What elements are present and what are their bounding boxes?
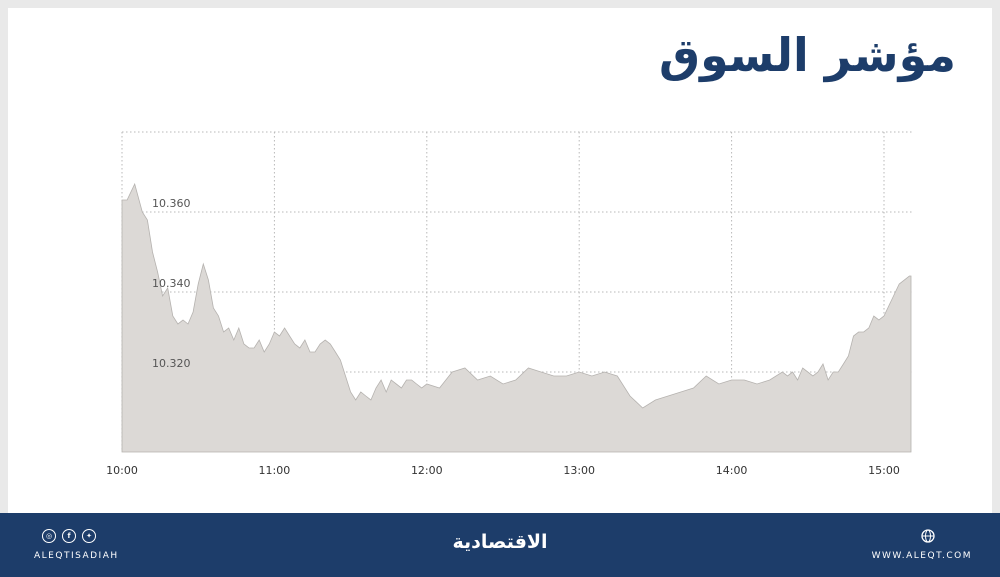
x-tick-label-3: 13:00 xyxy=(563,464,595,477)
y-tick-labels: 10.360 10.340 10.320 xyxy=(152,197,191,370)
x-tick-label-5: 15:00 xyxy=(868,464,900,477)
y-tick-label-0: 10.360 xyxy=(152,197,191,210)
footer-bar: ◎ f ✦ ALEQTISADIAH الاقتصادية WWW.ALEQT.… xyxy=(0,513,1000,577)
social-handle: ALEQTISADIAH xyxy=(34,551,119,561)
facebook-icon[interactable]: f xyxy=(62,529,76,543)
series-layer xyxy=(121,182,912,453)
brand-logo: الاقتصادية xyxy=(452,531,548,553)
x-tick-label-0: 10:00 xyxy=(106,464,138,477)
instagram-icon[interactable]: ◎ xyxy=(42,529,56,543)
x-tick-label-1: 11:00 xyxy=(259,464,291,477)
series-area xyxy=(121,182,912,453)
y-tick-label-2: 10.320 xyxy=(152,357,191,370)
social-links: ◎ f ✦ xyxy=(42,529,96,543)
y-tick-label-1: 10.340 xyxy=(152,277,191,290)
x-tick-label-2: 12:00 xyxy=(411,464,443,477)
globe-icon xyxy=(921,529,935,543)
x-tick-label-4: 14:00 xyxy=(716,464,748,477)
website-url[interactable]: WWW.ALEQT.COM xyxy=(871,551,972,561)
x-tick-labels: 10:00 11:00 12:00 13:00 14:00 15:00 xyxy=(106,464,900,477)
twitter-icon[interactable]: ✦ xyxy=(82,529,96,543)
chart-title: مؤشر السوق xyxy=(658,28,956,82)
